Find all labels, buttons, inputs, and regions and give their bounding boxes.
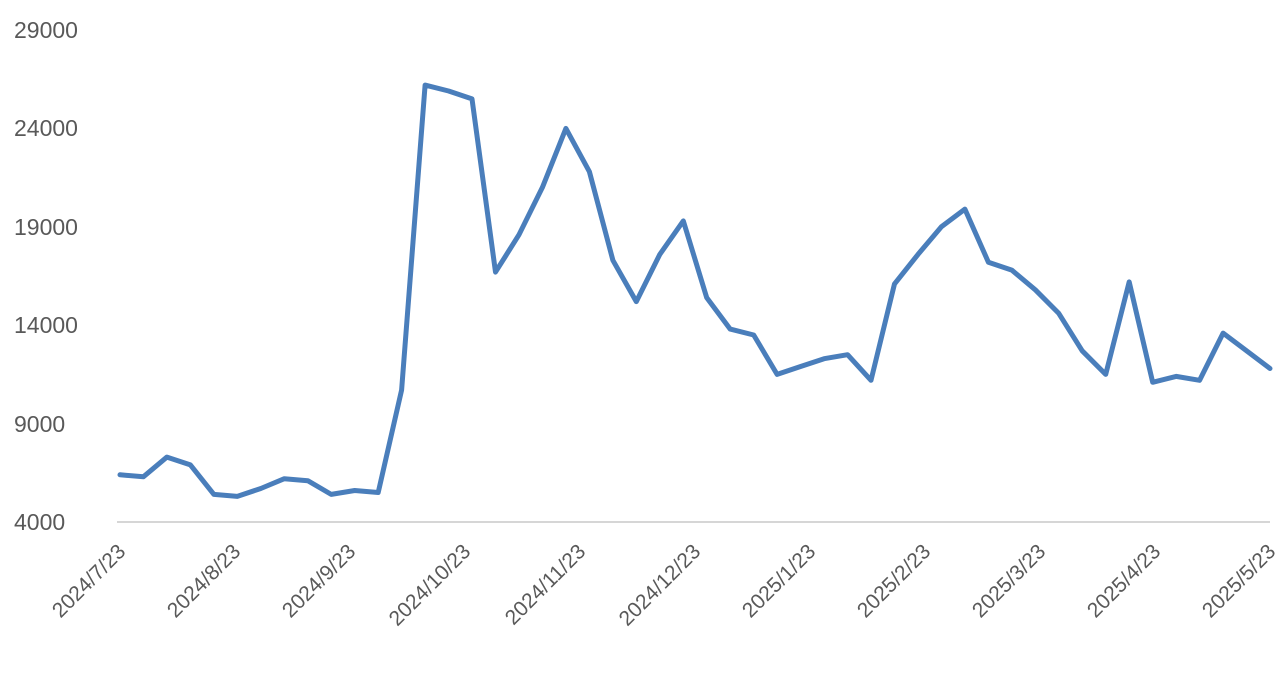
y-tick-label: 9000 — [14, 410, 66, 437]
y-tick-label: 24000 — [14, 115, 78, 142]
y-tick-label: 19000 — [14, 213, 78, 240]
y-tick-label: 4000 — [14, 509, 66, 535]
y-tick-label: 14000 — [14, 312, 78, 339]
y-tick-label: 29000 — [14, 17, 78, 43]
series-line — [117, 82, 1273, 499]
